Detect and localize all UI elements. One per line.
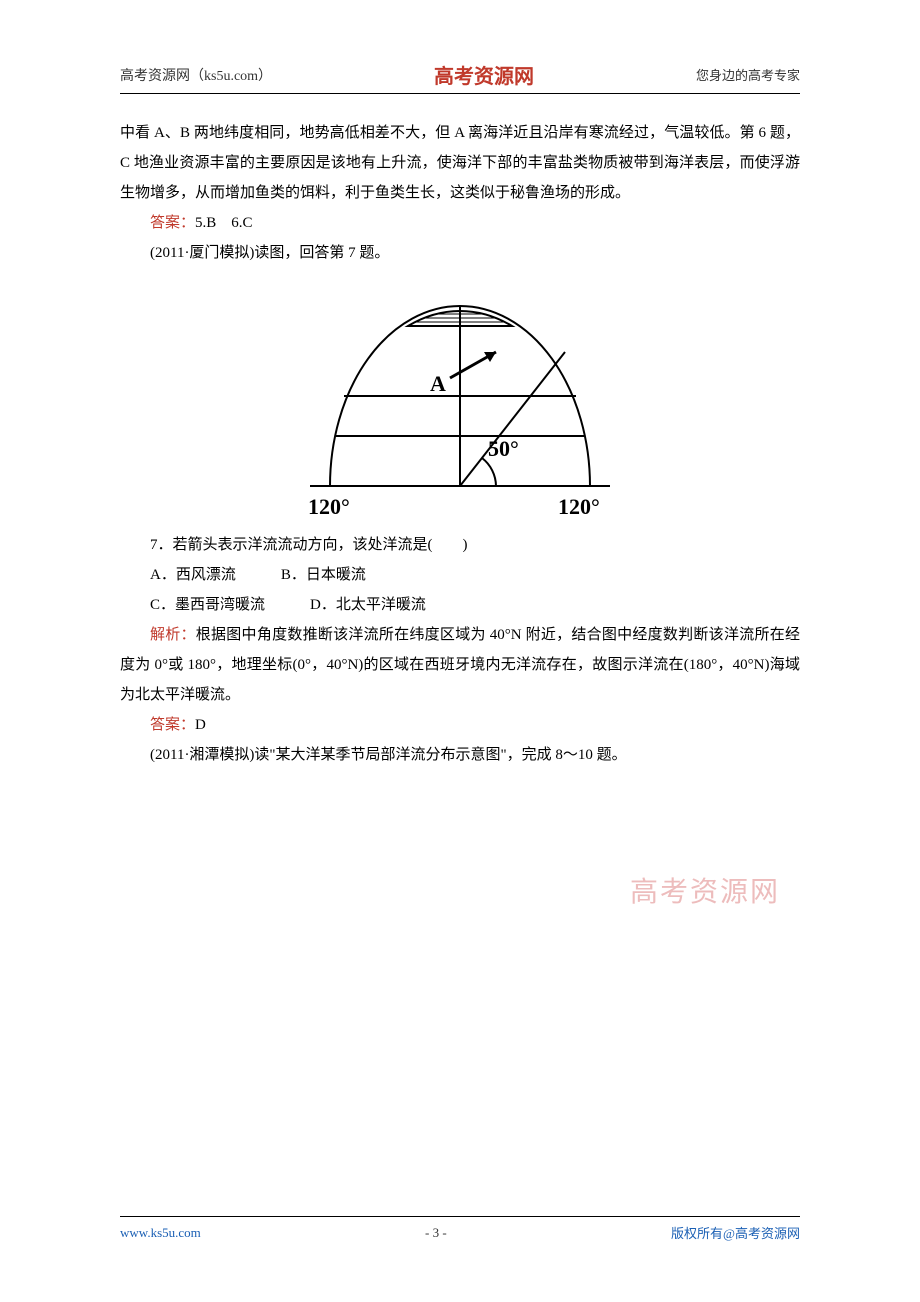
- footer-right-pre: 版权所有: [671, 1226, 723, 1241]
- answer-56-text: 5.B 6.C: [195, 215, 253, 231]
- header-left: 高考资源网（ks5u.com）: [120, 65, 272, 85]
- label-angle: 50°: [488, 436, 519, 461]
- footer-page-number: - 3 -: [425, 1225, 447, 1241]
- q7-stem: 7．若箭头表示洋流流动方向，该处洋流是( ): [120, 530, 800, 560]
- q7-answer: 答案：D: [120, 710, 800, 740]
- header-right: 您身边的高考专家: [696, 65, 800, 84]
- figure-q7: A 50° 120° 120°: [290, 276, 630, 526]
- q8-intro: (2011·湘潭模拟)读"某大洋某季节局部洋流分布示意图"，完成 8～10 题。: [120, 740, 800, 770]
- header-center-logo: 高考资源网: [434, 60, 534, 89]
- q7-optD: D．北太平洋暖流: [310, 597, 426, 613]
- q7-optA: A．西风漂流: [150, 567, 236, 583]
- q7-opts-ab: A．西风漂流 B．日本暖流: [120, 560, 800, 590]
- analysis-label: 解析：: [150, 627, 196, 643]
- label-A: A: [430, 371, 446, 396]
- label-left-longitude: 120°: [308, 494, 350, 519]
- footer-copyright: 版权所有@高考资源网: [671, 1223, 800, 1242]
- figure-q7-wrap: A 50° 120° 120°: [120, 276, 800, 526]
- page-header: 高考资源网（ks5u.com） 高考资源网 您身边的高考专家: [120, 60, 800, 94]
- paragraph-continuation: 中看 A、B 两地纬度相同，地势高低相差不大，但 A 离海洋近且沿岸有寒流经过，…: [120, 118, 800, 208]
- q7-optC: C．墨西哥湾暖流: [150, 597, 265, 613]
- q7-intro: (2011·厦门模拟)读图，回答第 7 题。: [120, 238, 800, 268]
- footer-at: @: [723, 1226, 735, 1241]
- q7-opts-cd: C．墨西哥湾暖流 D．北太平洋暖流: [120, 590, 800, 620]
- page-footer: www.ks5u.com - 3 - 版权所有@高考资源网: [120, 1216, 800, 1242]
- q7-analysis-text: 根据图中角度数推断该洋流所在纬度区域为 40°N 附近，结合图中经度数判断该洋流…: [120, 627, 800, 703]
- q7-analysis: 解析：根据图中角度数推断该洋流所在纬度区域为 40°N 附近，结合图中经度数判断…: [120, 620, 800, 710]
- answer-56: 答案：5.B 6.C: [120, 208, 800, 238]
- q7-answer-text: D: [195, 717, 206, 733]
- footer-url: www.ks5u.com: [120, 1225, 201, 1241]
- footer-right-post: 高考资源网: [735, 1226, 800, 1241]
- document-body: 中看 A、B 两地纬度相同，地势高低相差不大，但 A 离海洋近且沿岸有寒流经过，…: [120, 118, 800, 770]
- current-arrow-icon: [450, 352, 496, 378]
- answer-label-q7: 答案：: [150, 717, 195, 733]
- q7-optB: B．日本暖流: [281, 567, 366, 583]
- watermark: 高考资源网: [630, 870, 780, 910]
- answer-label: 答案：: [150, 215, 195, 231]
- label-right-longitude: 120°: [558, 494, 600, 519]
